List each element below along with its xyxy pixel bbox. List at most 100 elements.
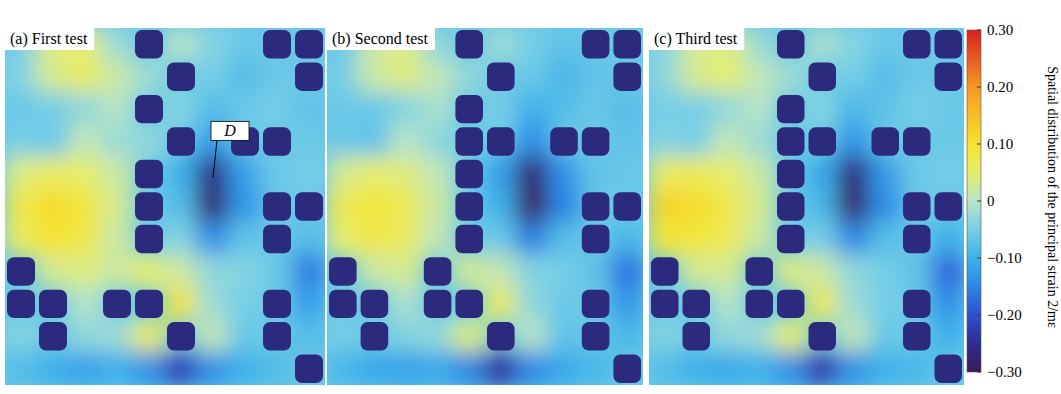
colorbar-tick-label: 0.20 (987, 79, 1013, 95)
heat-cell (743, 222, 777, 256)
heat-cell (547, 319, 581, 353)
heat-cell (358, 352, 392, 385)
heat-cell (837, 157, 871, 191)
heat-cell (680, 352, 714, 385)
heat-cell (869, 59, 903, 93)
field (327, 28, 643, 385)
mask-cell (487, 62, 515, 90)
mask-cell (263, 225, 291, 253)
mask-cell (39, 290, 67, 318)
heat-cell (806, 189, 840, 223)
title-box (327, 28, 435, 50)
heat-cell (579, 157, 613, 191)
heat-cell (869, 319, 903, 353)
heat-cell (547, 28, 581, 61)
heat-cell (164, 222, 198, 256)
heat-cell (711, 189, 745, 223)
heat-cell (484, 352, 518, 385)
mask-cell (135, 95, 163, 123)
heat-cell (516, 189, 550, 223)
panel-title: (c) Third test (649, 28, 744, 50)
mask-cell (361, 290, 389, 318)
heat-cell (421, 319, 455, 353)
mask-cell (683, 290, 711, 318)
mask-cell (935, 355, 963, 383)
heat-cell (389, 59, 423, 93)
heat-cell (869, 157, 903, 191)
heat-cell (358, 157, 392, 191)
panel-background (5, 28, 325, 385)
field (5, 28, 325, 385)
colorbar-tick (977, 201, 981, 202)
heat-cell (5, 352, 38, 385)
heat-cell (358, 254, 392, 288)
heat-cell (68, 319, 102, 353)
colorbar-tick-label: −0.20 (987, 307, 1022, 323)
mask-cell (167, 322, 195, 350)
heat-cell (68, 92, 102, 126)
heat-cell (389, 254, 423, 288)
heat-cell (327, 319, 360, 353)
mask-cell (103, 290, 131, 318)
heat-cell (292, 287, 325, 321)
mask-cell (777, 127, 805, 155)
mask-cell (263, 127, 291, 155)
mask-cell (777, 290, 805, 318)
heat-cell (228, 352, 262, 385)
colorbar-tick (977, 144, 981, 145)
heat-cell (5, 189, 38, 223)
heat-cell (806, 157, 840, 191)
heat-cell (132, 352, 166, 385)
heat-cell (68, 352, 102, 385)
heat-cell (774, 319, 808, 353)
mask-cell (455, 95, 483, 123)
heat-cell (932, 287, 965, 321)
heat-cell (649, 157, 682, 191)
mask-cell (582, 30, 610, 58)
heat-cell (649, 59, 682, 93)
heat-cell (36, 59, 70, 93)
heat-cell (68, 189, 102, 223)
mask-cell (903, 127, 931, 155)
mask-cell (903, 322, 931, 350)
heat-cell (196, 254, 230, 288)
heat-cell (806, 28, 840, 61)
heat-cell (610, 124, 643, 158)
masks (329, 30, 641, 383)
heat-cell (806, 352, 840, 385)
heat-cell (36, 189, 70, 223)
heat-cell (132, 124, 166, 158)
heat-cell (837, 92, 871, 126)
heat-cell (806, 287, 840, 321)
heat-cell (711, 287, 745, 321)
mask-cell (651, 257, 679, 285)
heat-cell (711, 319, 745, 353)
heat-cell (327, 352, 360, 385)
heat-cell (837, 287, 871, 321)
heat-cell (743, 28, 777, 61)
heat-cell (421, 124, 455, 158)
mask-cell (613, 30, 641, 58)
heat-cell (389, 222, 423, 256)
heat-cell (610, 254, 643, 288)
heat-cell (547, 59, 581, 93)
heat-cell (516, 319, 550, 353)
heat-cell (711, 352, 745, 385)
heat-cell (421, 92, 455, 126)
heat-cell (36, 352, 70, 385)
heat-cell (164, 352, 198, 385)
heat-cell (900, 352, 934, 385)
mask-cell (809, 62, 837, 90)
heat-cell (649, 319, 682, 353)
heat-cell (547, 254, 581, 288)
mask-cell (746, 290, 774, 318)
heat-cell (389, 352, 423, 385)
mask-cell (135, 160, 163, 188)
heat-cell (484, 222, 518, 256)
panel-title: (b) Second test (327, 28, 435, 50)
heat-cell (260, 352, 294, 385)
heat-cell (196, 59, 230, 93)
heat-cell (869, 28, 903, 61)
heat-cell (452, 254, 486, 288)
heat-cell (837, 222, 871, 256)
